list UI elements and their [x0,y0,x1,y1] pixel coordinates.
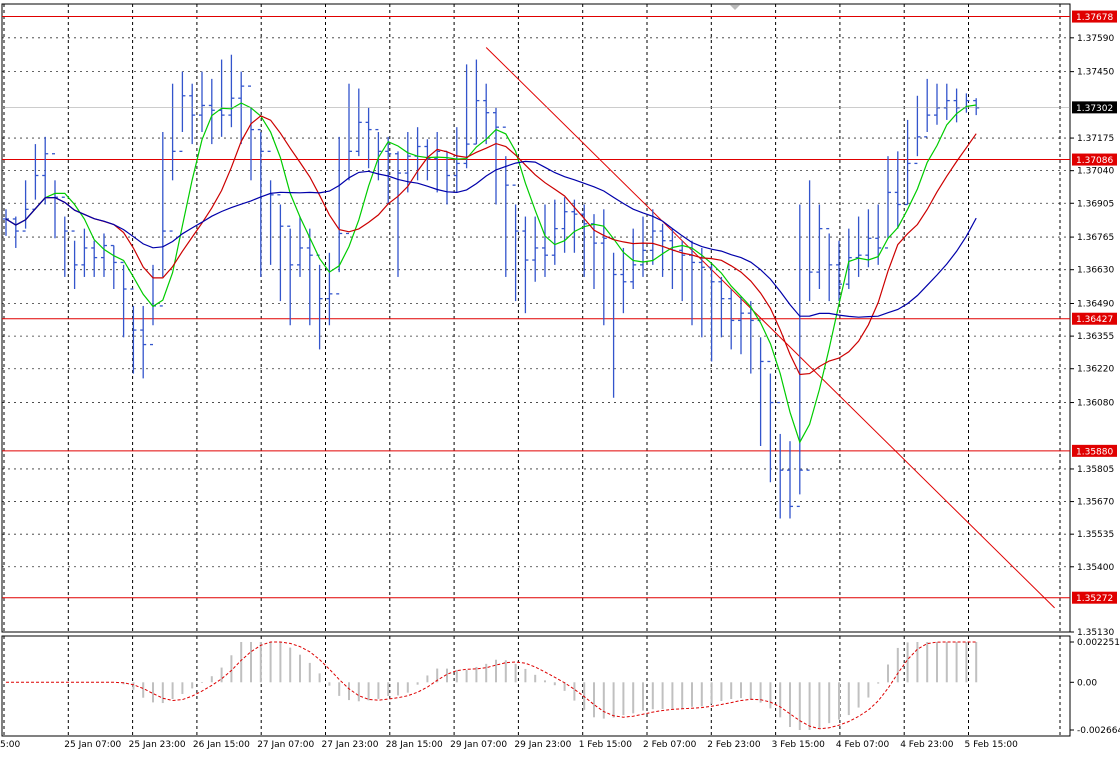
time-tick-label: 4 Feb 23:00 [900,740,954,750]
time-tick-label: 3 Feb 15:00 [772,740,826,750]
osc-signal-line [6,641,977,730]
time-tick-label: 29 Jan 07:00 [450,740,507,750]
moving-average-line [5,102,977,444]
price-tick-label: 1.36220 [1077,365,1114,375]
level-label: 1.36427 [1076,315,1113,325]
time-tick-label: 5 Feb 15:00 [965,740,1019,750]
price-tick-label: 1.36765 [1077,233,1114,243]
time-tick-label: 27 Jan 07:00 [257,740,314,750]
time-tick-label: 2 Feb 23:00 [707,740,761,750]
price-tick-label: 1.35130 [1077,628,1114,638]
time-tick-label: 2 Feb 07:00 [643,740,697,750]
level-label: 1.37678 [1076,13,1113,23]
price-tick-label: 1.35400 [1077,563,1114,573]
osc-tick-label: -0.002664 [1077,726,1120,736]
time-tick-label: 25 Jan 07:00 [64,740,121,750]
osc-tick-label: 0.002251 [1077,638,1120,648]
current-price-label: 1.37302 [1076,104,1113,114]
price-tick-label: 1.35670 [1077,498,1114,508]
time-tick-label: 4 Feb 07:00 [836,740,890,750]
current-price-label-bg [1072,101,1117,114]
price-tick-label: 1.35805 [1077,465,1114,475]
level-label: 1.37086 [1076,156,1113,166]
price-tick-label: 1.36355 [1077,332,1114,342]
moving-average-line [5,160,977,318]
price-tick-label: 1.37040 [1077,167,1114,177]
moving-average-line [5,115,977,376]
time-tick-label: 1 Feb 15:00 [579,740,633,750]
price-tick-label: 1.37175 [1077,134,1114,144]
price-tick-label: 1.36905 [1077,199,1114,209]
main-plot-frame [1,3,1071,633]
price-tick-label: 1.37590 [1077,34,1114,44]
level-label-bg [1072,153,1117,166]
level-label-bg [1072,591,1117,604]
oscillator-frame [1,635,1071,737]
time-tick-label: 26 Jan 15:00 [193,740,250,750]
level-label-bg [1072,444,1117,457]
osc-tick-label: 0.00 [1077,678,1097,688]
time-tick-label: 29 Jan 23:00 [514,740,571,750]
price-tick-label: 1.37450 [1077,68,1114,78]
time-tick-label: 25 Jan 23:00 [129,740,186,750]
price-tick-label: 1.36630 [1077,266,1114,276]
time-tick-label: 27 Jan 23:00 [322,740,379,750]
shift-marker-icon[interactable] [730,5,740,10]
level-label: 1.35880 [1076,447,1113,457]
level-label-bg [1072,312,1117,325]
price-tick-label: 1.36490 [1077,300,1114,310]
level-label-bg [1072,10,1117,23]
price-tick-label: 1.35535 [1077,530,1114,540]
price-tick-label: 1.36080 [1077,399,1114,409]
trendline[interactable] [485,47,1055,609]
time-tick-label: 28 Jan 15:00 [386,740,443,750]
time-tick-label: 5:00 [0,740,20,750]
level-label: 1.35272 [1076,594,1113,604]
